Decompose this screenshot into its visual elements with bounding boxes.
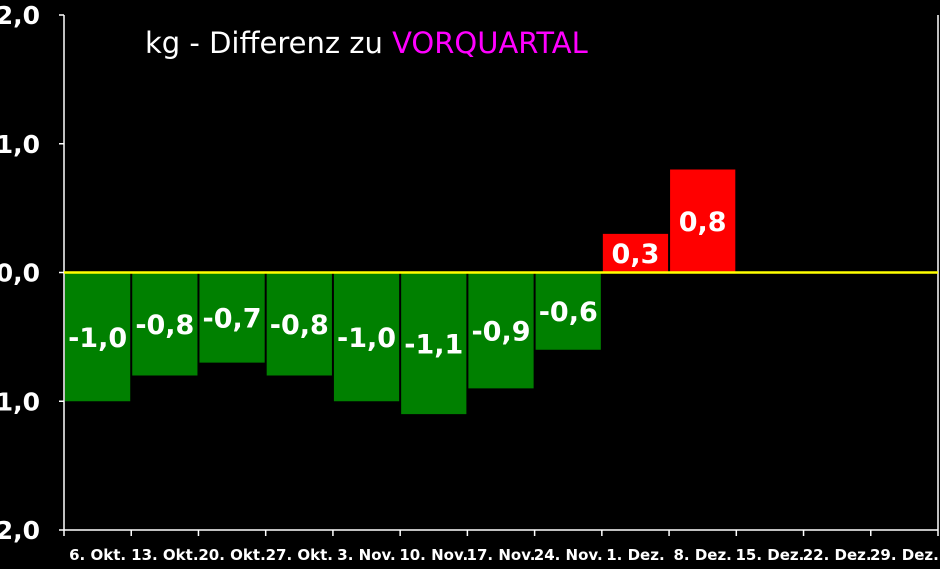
y-tick-label: -1,0 [0, 387, 40, 416]
bar-data-label: -1,0 [337, 323, 396, 354]
bar [401, 272, 467, 415]
bar [670, 169, 736, 273]
x-tick-label: 10. Nov. [399, 546, 468, 564]
bar-data-label: -1,0 [68, 323, 127, 354]
bar [602, 233, 669, 273]
x-tick-label: 3. Nov. [337, 546, 395, 564]
bar-data-label: 0,8 [679, 207, 727, 238]
bar [468, 272, 534, 389]
x-tick-label: 8. Dez. [673, 546, 731, 564]
bar [535, 272, 601, 350]
bar [266, 272, 332, 376]
x-tick-label: 20. Okt. [198, 546, 265, 564]
x-tick-label: 15. Dez. [735, 546, 804, 564]
y-tick-label: 1,0 [0, 130, 40, 159]
x-tick-label: 22. Dez. [803, 546, 872, 564]
x-tick-label: 17. Nov. [467, 546, 536, 564]
chart-title-highlight: VORQUARTAL [392, 26, 588, 60]
y-tick-label: -2,0 [0, 516, 40, 545]
bar-data-label: 0,3 [612, 239, 660, 270]
chart-title-prefix: kg - Differenz zu [145, 26, 393, 60]
x-tick-label: 1. Dez. [606, 546, 664, 564]
x-tick-label: 29. Dez. [870, 546, 939, 564]
bar [132, 272, 198, 376]
bar-data-label: -1,1 [404, 329, 463, 360]
chart-title: kg - Differenz zu VORQUARTAL [145, 26, 588, 60]
y-tick-label: 2,0 [0, 1, 40, 30]
bar-data-label: -0,6 [539, 297, 598, 328]
bar-data-label: -0,8 [270, 310, 329, 341]
bar [333, 272, 400, 402]
y-tick-label: 0,0 [0, 259, 40, 288]
x-tick-label: 13. Okt. [131, 546, 198, 564]
bar [199, 272, 265, 363]
bar-data-label: -0,7 [203, 304, 262, 335]
bar [65, 272, 131, 402]
bar-data-label: -0,8 [135, 310, 194, 341]
x-tick-label: 24. Nov. [534, 546, 603, 564]
bar-data-label: -0,9 [471, 316, 530, 347]
x-tick-label: 27. Okt. [266, 546, 333, 564]
x-tick-label: 6. Okt. [69, 546, 126, 564]
